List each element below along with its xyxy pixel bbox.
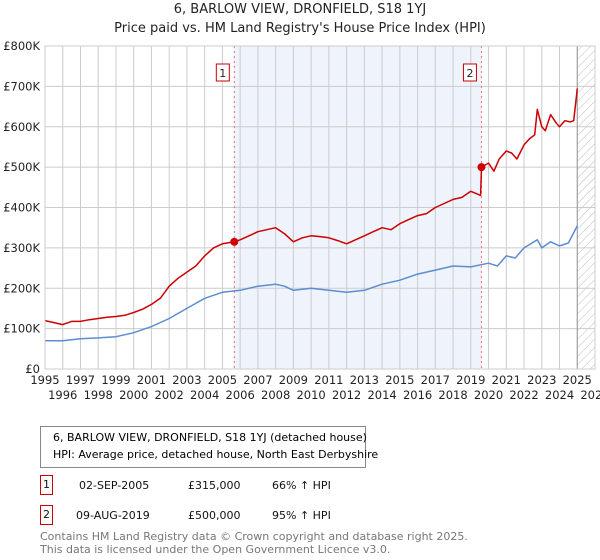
- x-tick-label: 2006: [226, 388, 255, 402]
- y-tick-label: £200K: [3, 281, 40, 295]
- sale-marker: 2: [40, 505, 53, 525]
- legend-label: HPI: Average price, detached house, Nort…: [53, 448, 379, 461]
- x-tick-label: 2021: [492, 373, 521, 387]
- plot-area: 1995199619971998199920002001200220032004…: [3, 39, 600, 402]
- sale-date: 02-SEP-2005: [79, 479, 150, 492]
- sale-point: [230, 237, 239, 246]
- x-tick-label: 2014: [367, 388, 396, 402]
- x-tick-label: 2022: [509, 388, 538, 402]
- x-tick-label: 2005: [208, 373, 237, 387]
- y-tick-label: £700K: [3, 79, 40, 93]
- x-tick-label: 2017: [421, 373, 450, 387]
- x-tick-label: 2020: [474, 388, 503, 402]
- sale-hpi-change: 66% ↑ HPI: [272, 479, 331, 492]
- footer-line: Contains HM Land Registry data © Crown c…: [40, 530, 468, 543]
- legend-label: 6, BARLOW VIEW, DRONFIELD, S18 1YJ (deta…: [53, 431, 367, 444]
- x-tick-label: 1999: [101, 373, 130, 387]
- sale-price: £500,000: [188, 509, 241, 522]
- y-tick-label: £0: [25, 362, 40, 376]
- sale-marker: 1: [40, 475, 53, 495]
- y-tick-label: £300K: [3, 241, 40, 255]
- legend-item-hpi: HPI: Average price, detached house, Nort…: [41, 446, 378, 463]
- x-tick-label: 2012: [332, 388, 361, 402]
- x-tick-label: 1996: [48, 388, 77, 402]
- y-tick-label: £400K: [3, 201, 40, 215]
- x-tick-label: 2003: [172, 373, 201, 387]
- x-tick-label: 2015: [385, 373, 414, 387]
- sale-price: £315,000: [188, 479, 241, 492]
- sale-point: [477, 163, 486, 172]
- legend: 6, BARLOW VIEW, DRONFIELD, S18 1YJ (deta…: [40, 426, 378, 468]
- x-tick-label: 2000: [119, 388, 148, 402]
- x-tick-label: 2026: [580, 388, 600, 402]
- annotation-label: 2: [466, 67, 473, 80]
- plot-border: [44, 45, 596, 370]
- annotation-box: [215, 63, 230, 82]
- footer-line: This data is licensed under the Open Gov…: [40, 543, 391, 556]
- x-tick-label: 2008: [261, 388, 290, 402]
- x-tick-label: 2019: [456, 373, 485, 387]
- x-tick-label: 2018: [438, 388, 467, 402]
- annotation-box: [462, 63, 477, 82]
- x-tick-label: 2011: [314, 373, 343, 387]
- sale-date: 09-AUG-2019: [76, 509, 150, 522]
- sale-hpi-change: 95% ↑ HPI: [272, 509, 331, 522]
- footer: Contains HM Land Registry data © Crown c…: [40, 530, 468, 556]
- legend-item-property: 6, BARLOW VIEW, DRONFIELD, S18 1YJ (deta…: [41, 429, 367, 446]
- hpi-line: [45, 225, 578, 342]
- x-tick-label: 1995: [30, 373, 59, 387]
- y-tick-label: £800K: [3, 39, 40, 53]
- x-tick-label: 2025: [563, 373, 592, 387]
- x-tick-label: 2023: [527, 373, 556, 387]
- x-tick-label: 1997: [66, 373, 95, 387]
- y-tick-label: £600K: [3, 120, 40, 134]
- x-tick-label: 2001: [137, 373, 166, 387]
- x-tick-label: 2013: [350, 373, 379, 387]
- x-tick-label: 2024: [545, 388, 574, 402]
- x-tick-label: 2004: [190, 388, 219, 402]
- x-tick-label: 2010: [296, 388, 325, 402]
- y-tick-label: £500K: [3, 160, 40, 174]
- x-tick-label: 1998: [84, 388, 113, 402]
- x-tick-label: 2016: [403, 388, 432, 402]
- x-tick-label: 2009: [279, 373, 308, 387]
- y-tick-label: £100K: [3, 322, 40, 336]
- chart-title: 6, BARLOW VIEW, DRONFIELD, S18 1YJ: [173, 2, 427, 17]
- sale-row-2: 2 09-AUG-2019 £500,000 95% ↑ HPI: [40, 505, 440, 525]
- sale-row-1: 1 02-SEP-2005 £315,000 66% ↑ HPI: [40, 475, 440, 495]
- x-tick-label: 2002: [155, 388, 184, 402]
- chart-subtitle: Price paid vs. HM Land Registry's House …: [114, 21, 486, 36]
- annotation-label: 1: [219, 67, 226, 80]
- x-tick-label: 2007: [243, 373, 272, 387]
- property-price-line: [44, 88, 579, 326]
